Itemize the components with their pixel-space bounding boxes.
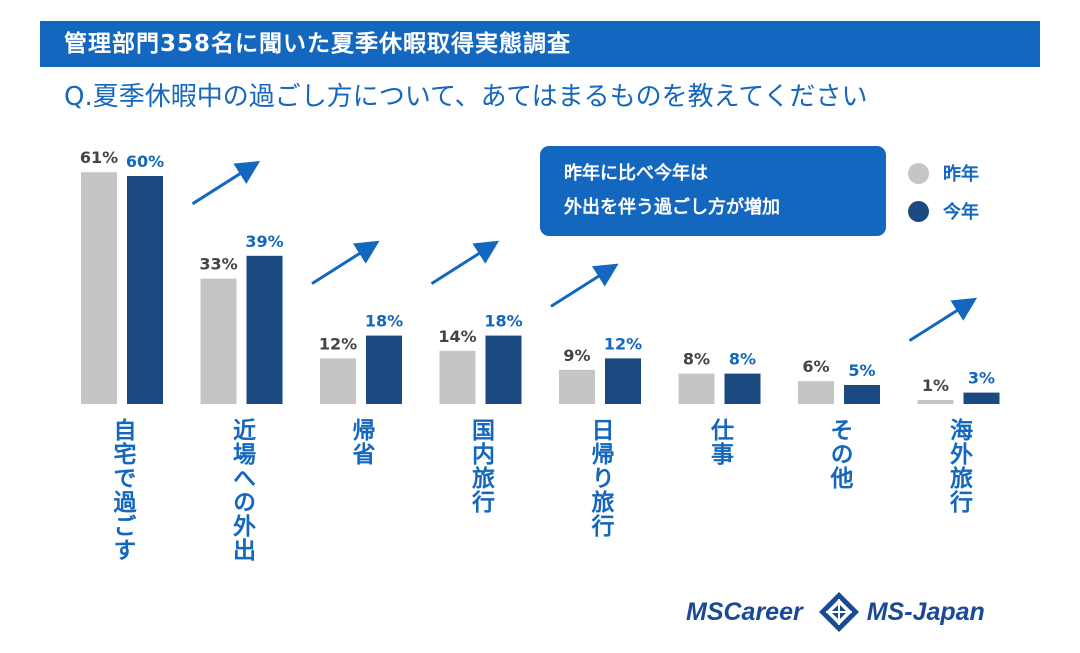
data-label-current-2: 18% bbox=[365, 312, 403, 331]
legend-label-current: 今年 bbox=[943, 202, 979, 223]
ms-japan-logo: MS-Japan bbox=[866, 597, 985, 626]
data-label-previous-1: 33% bbox=[199, 255, 237, 274]
callout-box: 昨年に比べ今年は 外出を伴う過ごし方が増加 bbox=[540, 146, 886, 236]
legend-item-previous: 昨年 bbox=[908, 154, 979, 192]
question-text: Q.夏季休暇中の過ごし方について、あてはまるものを教えてください bbox=[64, 82, 868, 112]
data-label-current-5: 8% bbox=[729, 350, 756, 369]
category-label-3: 国内旅行 bbox=[467, 418, 494, 514]
data-label-previous-3: 14% bbox=[438, 327, 476, 346]
increase-arrow-4 bbox=[550, 263, 619, 308]
category-label-6: その他 bbox=[826, 418, 852, 490]
data-label-previous-7: 1% bbox=[922, 376, 949, 395]
header-banner: 管理部門358名に聞いた夏季休暇取得実態調査 bbox=[40, 21, 1040, 67]
data-label-current-6: 5% bbox=[848, 361, 875, 380]
increase-arrow-1 bbox=[191, 160, 261, 206]
category-label-5: 仕事 bbox=[706, 418, 733, 466]
bar-previous-7 bbox=[917, 400, 954, 404]
ms-japan-diamond-icon bbox=[818, 592, 859, 632]
data-label-previous-0: 61% bbox=[80, 148, 118, 167]
bar-previous-4 bbox=[559, 369, 595, 404]
bar-previous-2 bbox=[320, 358, 356, 404]
legend: 昨年 今年 bbox=[908, 154, 979, 230]
bar-current-5 bbox=[724, 373, 761, 404]
increase-arrow-2 bbox=[311, 240, 380, 285]
bar-previous-3 bbox=[439, 350, 476, 404]
bar-current-2 bbox=[366, 335, 402, 404]
bar-previous-5 bbox=[678, 373, 715, 404]
data-label-current-4: 12% bbox=[604, 334, 642, 353]
callout-line-2: 外出を伴う過ごし方が増加 bbox=[564, 197, 780, 218]
legend-item-current: 今年 bbox=[908, 192, 979, 230]
legend-label-previous: 昨年 bbox=[943, 164, 979, 185]
category-label-7: 海外旅行 bbox=[945, 418, 972, 514]
increase-arrow-3 bbox=[430, 240, 500, 285]
data-label-current-7: 3% bbox=[968, 369, 995, 388]
bar-current-6 bbox=[844, 385, 880, 404]
bar-previous-0 bbox=[81, 172, 117, 404]
bar-current-7 bbox=[963, 392, 1000, 404]
bar-previous-1 bbox=[200, 278, 237, 404]
callout-line-1: 昨年に比べ今年は bbox=[564, 163, 708, 184]
bar-current-3 bbox=[485, 335, 522, 404]
data-label-current-3: 18% bbox=[484, 312, 522, 331]
data-label-previous-2: 12% bbox=[319, 334, 357, 353]
data-label-current-0: 60% bbox=[126, 152, 164, 171]
category-label-4: 日帰り旅行 bbox=[587, 418, 613, 538]
category-label-0: 自宅で過ごす bbox=[109, 418, 135, 562]
header-title: 管理部門358名に聞いた夏季休暇取得実態調査 bbox=[64, 31, 572, 57]
category-label-2: 帰省 bbox=[348, 418, 374, 466]
bar-current-1 bbox=[246, 255, 283, 404]
increase-arrow-7 bbox=[908, 297, 978, 342]
bar-current-4 bbox=[605, 358, 641, 404]
data-label-current-1: 39% bbox=[245, 232, 283, 251]
bar-previous-6 bbox=[798, 381, 834, 404]
mscareer-logo: MSCareer bbox=[686, 597, 803, 626]
data-label-previous-4: 9% bbox=[563, 346, 590, 365]
legend-dot-previous bbox=[908, 162, 929, 184]
category-label-1: 近場への外出 bbox=[228, 418, 255, 562]
legend-dot-current bbox=[908, 200, 929, 222]
data-label-previous-6: 6% bbox=[802, 357, 829, 376]
data-label-previous-5: 8% bbox=[683, 350, 710, 369]
logo-area: MSCareer MS-Japan bbox=[686, 592, 1046, 632]
bar-current-0 bbox=[127, 176, 163, 404]
